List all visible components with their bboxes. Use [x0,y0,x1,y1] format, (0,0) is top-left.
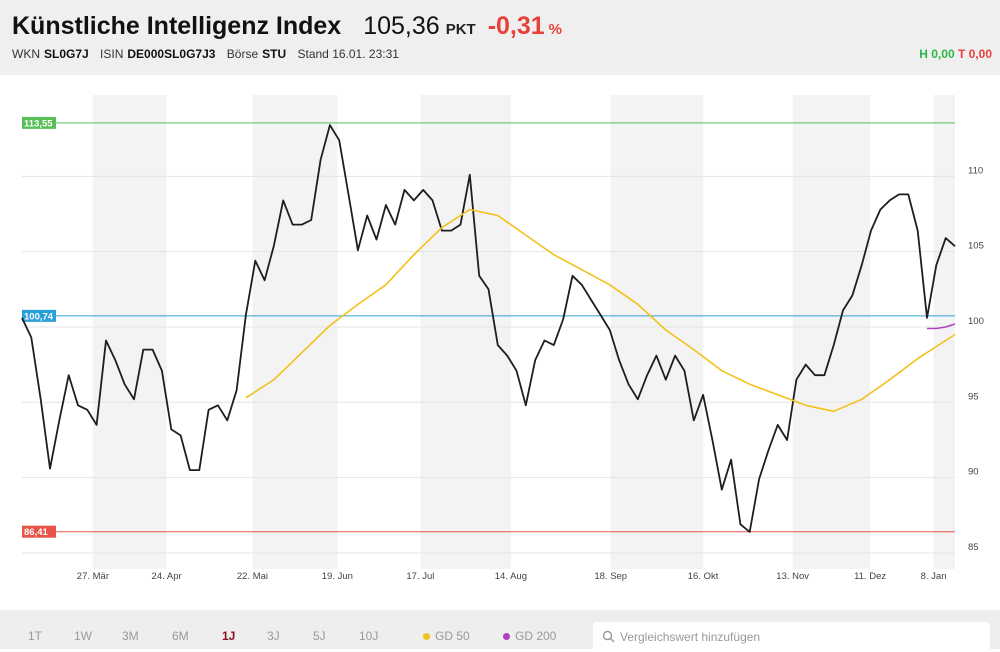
price-unit: PKT [445,21,476,38]
range-button[interactable]: 3J [267,629,280,643]
legend-label: GD 200 [515,629,557,643]
price: 105,36 [363,12,440,40]
wkn-label: WKN [12,47,40,61]
headline: Künstliche Intelligenz Index 105,36 PKT … [12,12,562,41]
range-button[interactable]: 6M [172,629,189,643]
legend-label: GD 50 [435,629,470,643]
series-line [927,323,956,330]
search-icon [602,630,615,643]
x-tick-label: 13. Nov [776,571,809,582]
change-unit: % [548,21,563,38]
legend-swatch [503,632,510,640]
y-tick-label: 100 [968,316,984,327]
month-band [933,95,955,569]
isin: DE000SL0G7J3 [127,47,216,61]
y-tick-label: 105 [968,241,984,252]
exchange-label: Börse [226,47,259,61]
x-tick-label: 17. Jul [406,571,434,582]
chart: 85 90 95 100 105 110 27. Mär 24. Apr 22. Mai 19. … [21,95,984,582]
range-button[interactable]: 1J [222,629,236,643]
high: H 0,00 [919,47,955,61]
y-tick-label: 90 [968,467,979,478]
y-tick-label: 85 [968,542,979,553]
search-placeholder: Vergleichswert hinzufügen [620,630,761,644]
legend-item[interactable]: GD 200 [503,629,556,643]
meta: WKN SL0G7J ISIN DE000SL0G7J3 Börse STU Stan… [12,47,403,61]
legend-swatch [423,632,430,640]
month-band [92,95,167,569]
series-line [245,208,956,413]
timestamp: Stand 16.01. 23:31 [297,47,399,61]
reference-label-box [22,116,56,129]
x-tick-label: 27. Mär [77,571,109,582]
month-band [792,95,871,569]
x-tick-label: 16. Okt [688,571,719,582]
x-tick-label: 19. Jun [322,571,353,582]
change: -0,31 [487,12,545,40]
high-low: H 0,00 T 0,00 [919,47,992,61]
low: T 0,00 [957,47,992,61]
exchange: STU [262,47,287,61]
month-band [252,95,338,569]
x-tick-label: 24. Apr [152,571,182,582]
range-button[interactable]: 5J [313,629,326,643]
toolbar: Vergleichswert hinzufügen 1T 1W 3M 6M 1J 3J 5J… [0,610,1000,652]
x-tick-label: 22. Mai [237,571,268,582]
wkn: SL0G7J [44,47,89,61]
series-line [21,124,956,533]
reference-label-box [22,525,56,538]
legend-item[interactable]: GD 50 [423,629,470,643]
range-button[interactable]: 3M [122,629,139,643]
month-band [420,95,511,569]
title: Künstliche Intelligenz Index [12,12,342,40]
y-tick-label: 110 [968,165,983,176]
y-tick-label: 95 [968,391,979,402]
x-tick-label: 11. Dez [854,571,886,582]
reference-label: 86,41 [24,527,48,538]
isin-label: ISIN [100,47,124,61]
search-box[interactable]: Vergleichswert hinzufügen [593,622,990,652]
x-tick-label: 8. Jan [921,571,947,582]
reference-label-box [22,309,56,322]
reference-label: 100,74 [24,311,54,322]
x-tick-label: 14. Aug [495,571,527,582]
reference-label: 113,55 [24,118,53,129]
range-button[interactable]: 1T [28,629,43,643]
month-band [610,95,704,569]
range-button[interactable]: 1W [74,629,92,643]
header: Künstliche Intelligenz Index 105,36 PKT … [0,0,1000,75]
range-button[interactable]: 10J [359,629,379,643]
x-tick-label: 18. Sep [594,571,627,582]
